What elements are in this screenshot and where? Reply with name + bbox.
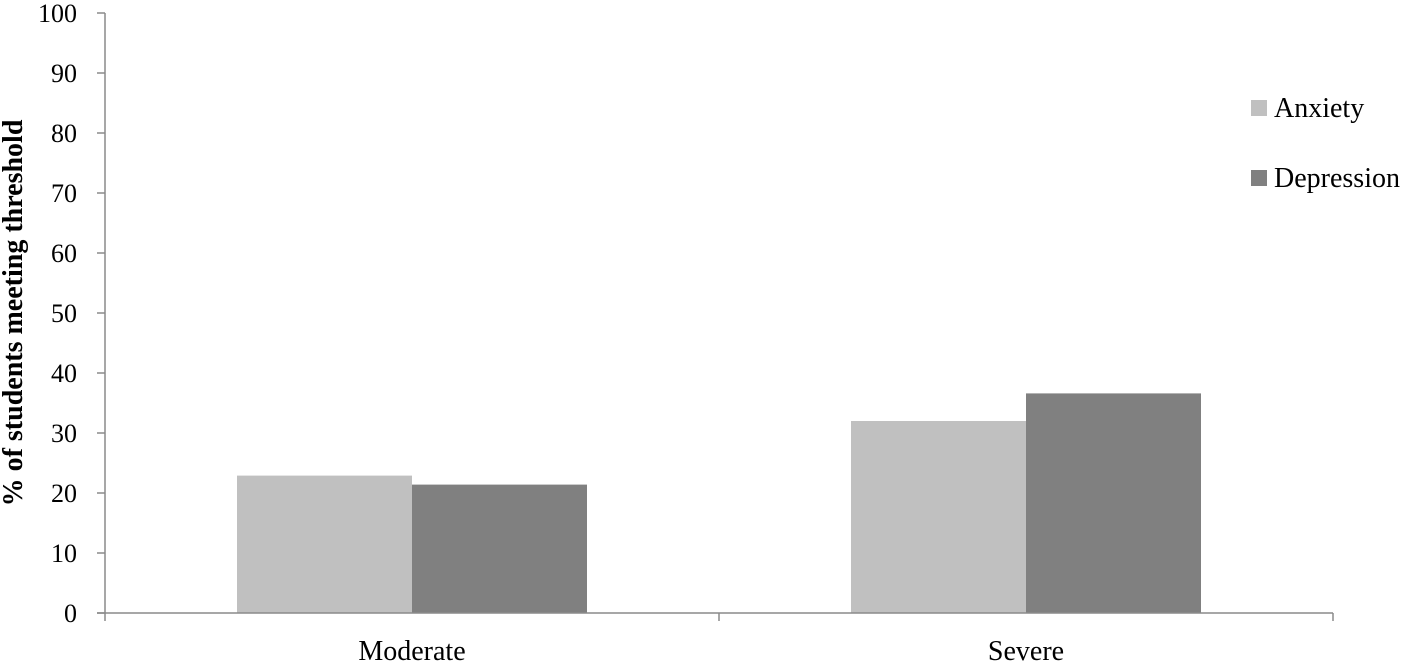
bar-anxiety-moderate — [237, 475, 412, 613]
legend-label-anxiety: Anxiety — [1274, 93, 1364, 124]
y-tick-label: 20 — [51, 479, 77, 508]
y-tick-label: 30 — [51, 419, 77, 448]
y-tick-label: 80 — [51, 119, 77, 148]
legend-swatch-anxiety — [1251, 100, 1267, 116]
legend-swatch-depression — [1251, 170, 1267, 186]
y-tick-label: 90 — [51, 59, 77, 88]
legend-label-depression: Depression — [1274, 163, 1400, 194]
y-tick-label: 40 — [51, 359, 77, 388]
axes: Moderate Severe 0 10 20 30 40 50 60 70 80 90 100 — [38, 0, 1334, 662]
y-tick-label: 100 — [38, 0, 77, 28]
x-tick-label: Severe — [988, 636, 1064, 662]
y-tick-label: 0 — [64, 599, 77, 628]
y-tick-label: 60 — [51, 239, 77, 268]
x-tick-label: Moderate — [358, 636, 465, 662]
plot-area — [237, 393, 1201, 613]
y-tick-label: 10 — [51, 539, 77, 568]
bar-depression-moderate — [412, 484, 587, 613]
y-tick-label: 70 — [51, 179, 77, 208]
legend: Anxiety Depression — [1251, 93, 1400, 194]
y-axis-label: % of students meeting threshold — [0, 119, 29, 506]
bar-anxiety-severe — [851, 421, 1026, 613]
bar-depression-severe — [1026, 393, 1201, 613]
y-tick-label: 50 — [51, 299, 77, 328]
